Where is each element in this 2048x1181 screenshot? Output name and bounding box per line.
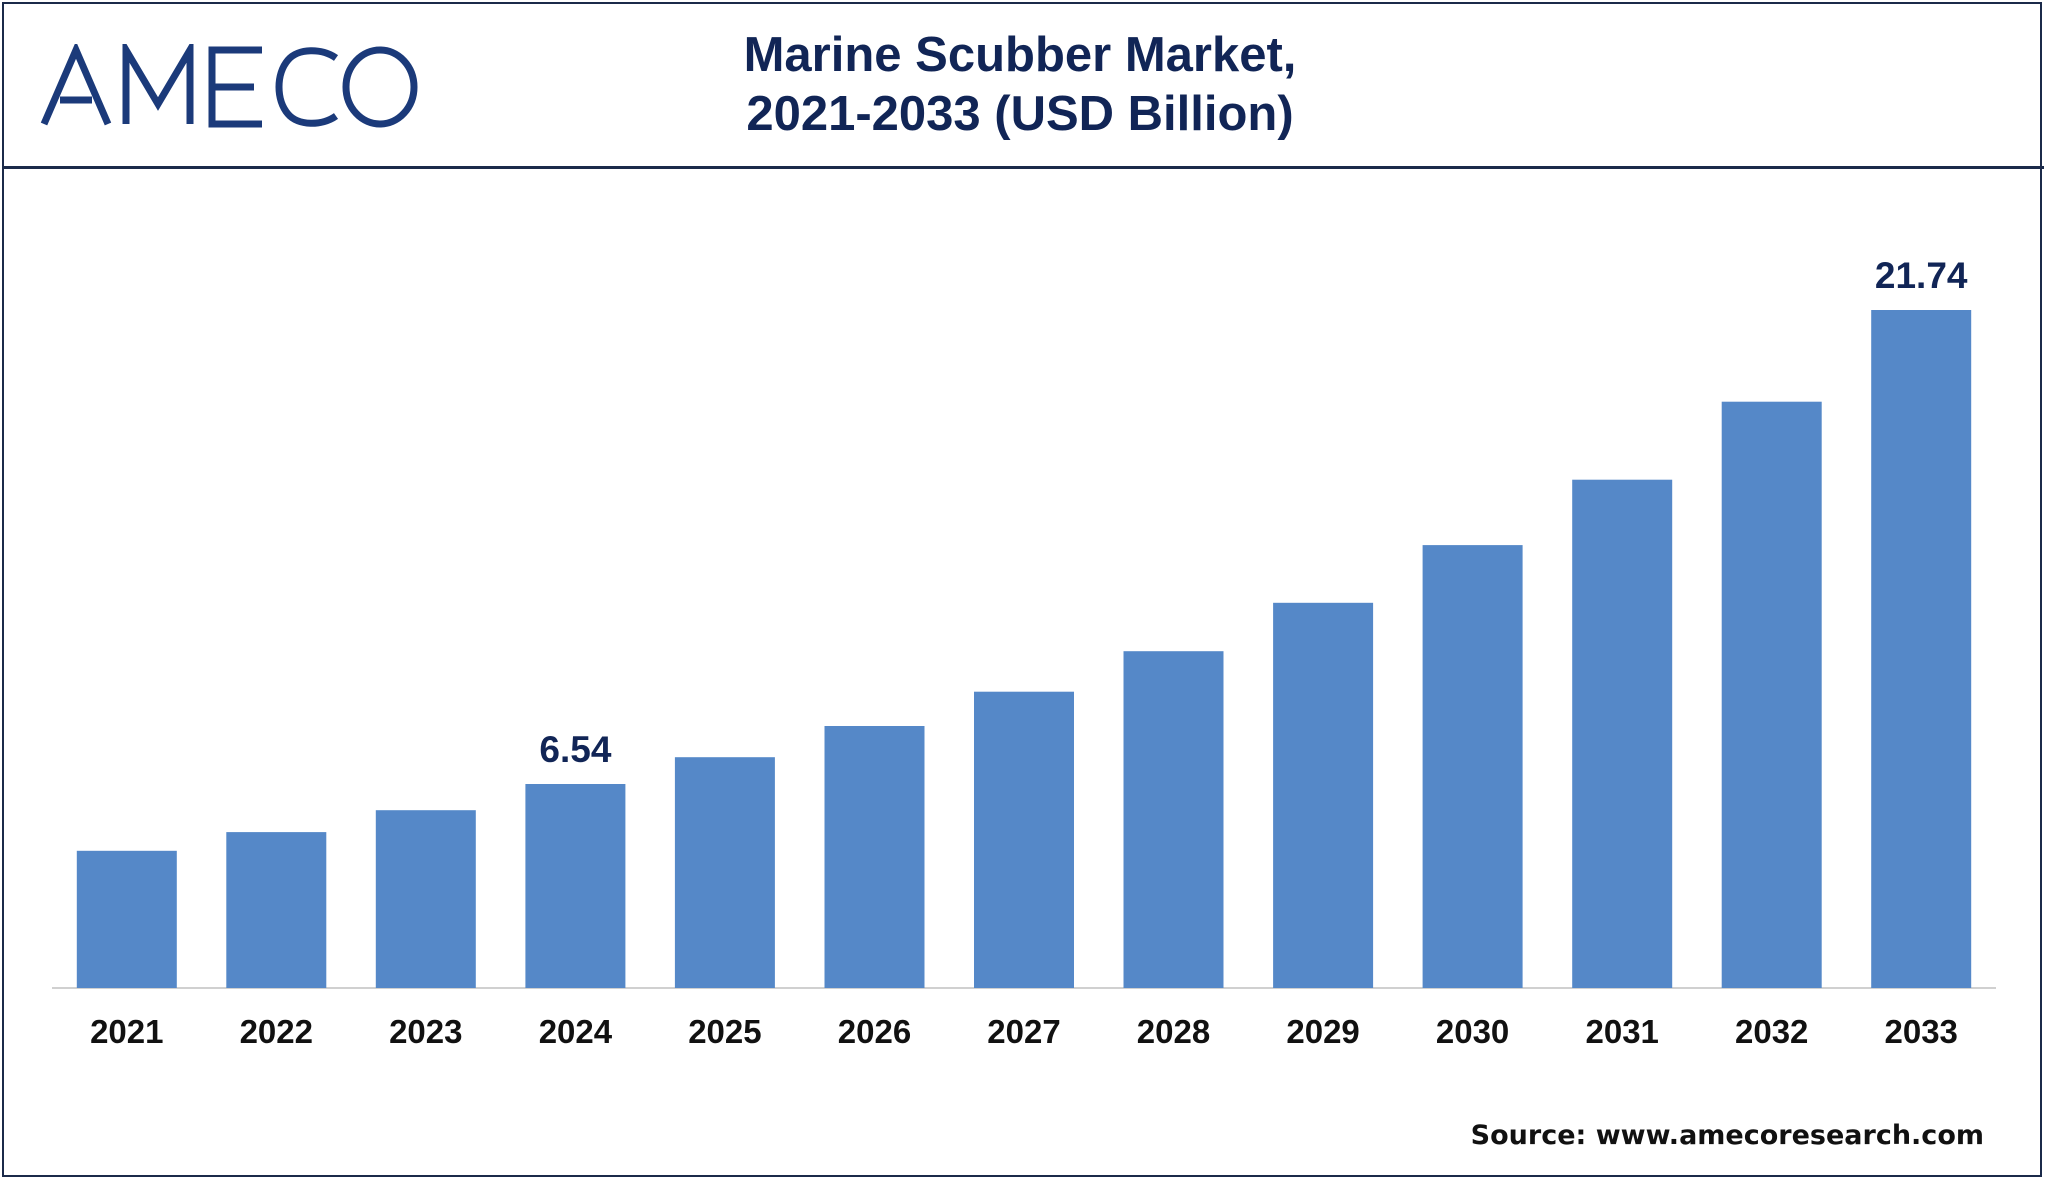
bar-2029 <box>1273 602 1374 988</box>
bar-2022 <box>226 832 327 988</box>
chart-title-line2: 2021-2033 (USD Billion) <box>746 87 1294 141</box>
bar-2033 <box>1871 310 1972 988</box>
bar-2025 <box>674 757 775 988</box>
chart-title-line1: Marine Scubber Market, <box>743 28 1297 82</box>
chart-title: Marine Scubber Market, 2021-2033 (USD Bi… <box>560 26 1480 144</box>
x-tick-label-2023: 2023 <box>389 1013 462 1050</box>
header-divider <box>2 166 2044 169</box>
ameco-logo <box>40 44 418 128</box>
x-tick-label-2030: 2030 <box>1436 1013 1509 1050</box>
bar-2027 <box>974 691 1074 988</box>
x-tick-label-2033: 2033 <box>1884 1013 1957 1050</box>
x-tick-label-2029: 2029 <box>1286 1013 1359 1050</box>
bar-2021 <box>76 850 177 988</box>
bar-2024 <box>525 784 626 988</box>
bar-2031 <box>1572 479 1673 988</box>
data-label-2033: 21.74 <box>1875 255 1968 296</box>
x-tick-label-2025: 2025 <box>688 1013 761 1050</box>
x-tick-label-2024: 2024 <box>539 1013 613 1050</box>
x-tick-label-2032: 2032 <box>1735 1013 1808 1050</box>
bar-2026 <box>824 726 925 988</box>
x-tick-label-2026: 2026 <box>838 1013 911 1050</box>
source-note: Source: www.amecoresearch.com <box>1470 1120 1984 1151</box>
x-tick-label-2021: 2021 <box>90 1013 163 1050</box>
bar-2023 <box>375 810 476 988</box>
x-tick-label-2027: 2027 <box>987 1013 1060 1050</box>
bar-2032 <box>1721 401 1822 988</box>
bar-2030 <box>1422 545 1523 988</box>
x-tick-label-2022: 2022 <box>240 1013 313 1050</box>
bar-2028 <box>1123 651 1224 988</box>
x-tick-label-2031: 2031 <box>1585 1013 1658 1050</box>
x-tick-label-2028: 2028 <box>1137 1013 1210 1050</box>
data-label-2024: 6.54 <box>539 729 611 770</box>
